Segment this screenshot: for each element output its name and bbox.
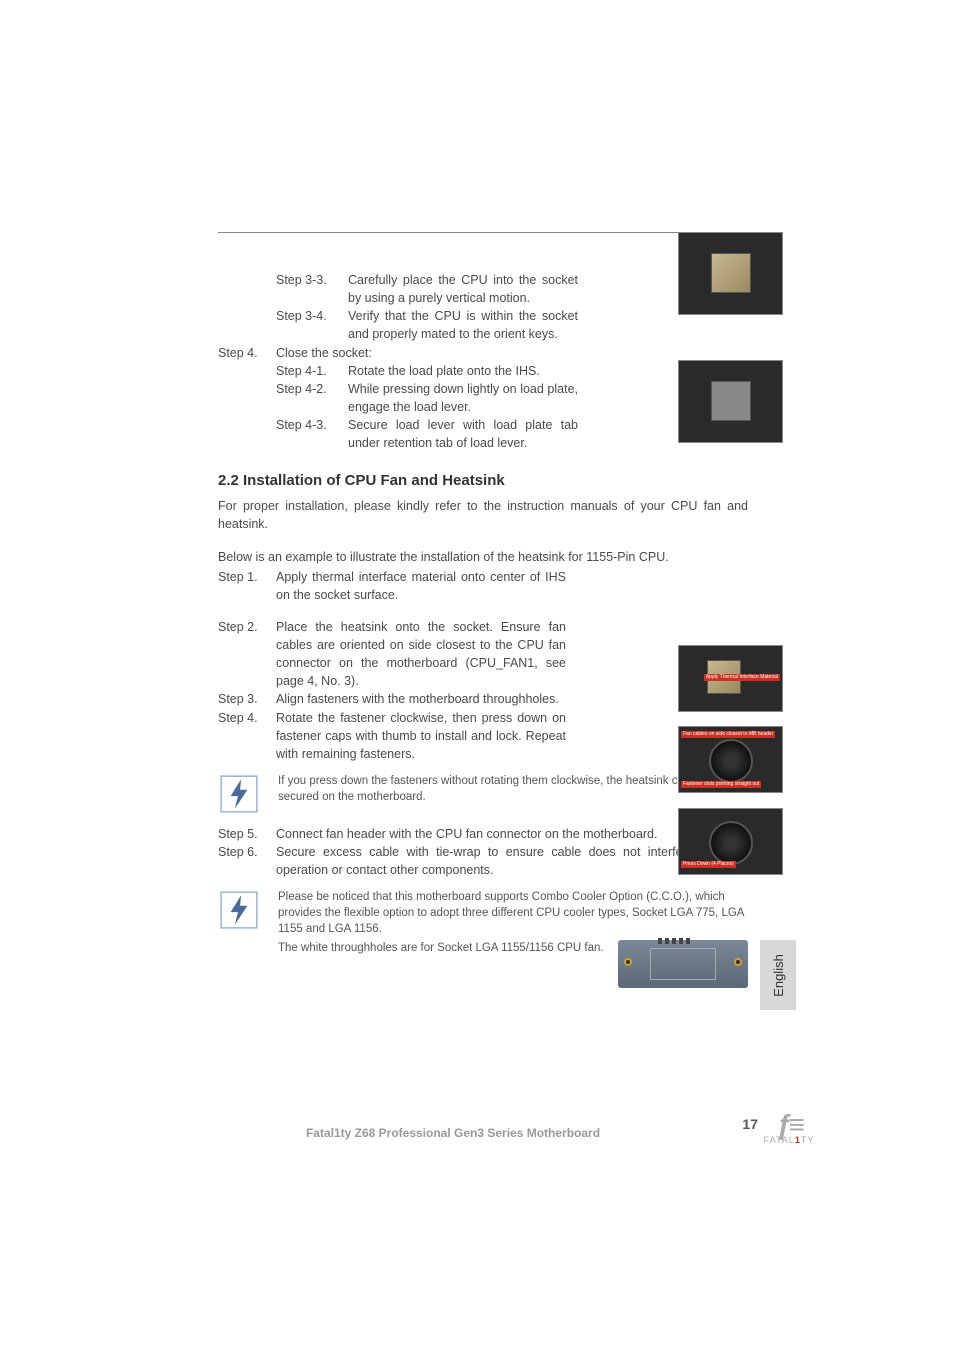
lightning-icon (218, 773, 260, 815)
step-label: Step 4. (218, 344, 276, 362)
step-label: Step 6. (218, 843, 276, 879)
brand-text: FATAL1TY (764, 1135, 815, 1145)
heat-step-3: Step 3. Align fasteners with the motherb… (218, 690, 748, 708)
fastener-image: Press Down (4 Places) (678, 808, 783, 875)
thermal-image: Apply Thermal Interface Material (678, 645, 783, 712)
top-rule (218, 232, 748, 233)
section-intro: For proper installation, please kindly r… (218, 497, 748, 533)
cco-diagram (618, 940, 748, 988)
step-label: Step 3-3. (276, 271, 348, 307)
heat-step-2: Step 2. Place the heatsink onto the sock… (218, 618, 748, 691)
heat-step-5: Step 5. Connect fan header with the CPU … (218, 825, 748, 843)
step-4-1: Step 4-1. Rotate the load plate onto the… (218, 362, 748, 380)
step-text: Secure load lever with load plate tab un… (348, 416, 578, 452)
section-below: Below is an example to illustrate the in… (218, 548, 748, 566)
step-4: Step 4. Close the socket: (218, 344, 748, 362)
heat-step-4: Step 4. Rotate the fastener clockwise, t… (218, 709, 748, 763)
step-text: Rotate the load plate onto the IHS. (348, 362, 578, 380)
cpu-place-image (678, 232, 783, 315)
img-label: Fan cables on side closest to MB header (681, 731, 775, 738)
cpu-close-image (678, 360, 783, 443)
section-title: 2.2 Installation of CPU Fan and Heatsink (218, 472, 748, 489)
heat-step-6: Step 6. Secure excess cable with tie-wra… (218, 843, 748, 879)
step-text: Align fasteners with the motherboard thr… (276, 690, 566, 708)
step-text: Carefully place the CPU into the socket … (348, 271, 578, 307)
step-text: Close the socket: (276, 344, 748, 362)
heat-step-1: Step 1. Apply thermal interface material… (218, 568, 748, 604)
step-label: Step 5. (218, 825, 276, 843)
img-label: Apply Thermal Interface Material (704, 674, 780, 681)
step-label: Step 4-1. (276, 362, 348, 380)
step-3-4: Step 3-4. Verify that the CPU is within … (218, 307, 748, 343)
step-4-3: Step 4-3. Secure load lever with load pl… (218, 416, 748, 452)
step-text: Verify that the CPU is within the socket… (348, 307, 578, 343)
note-block-1: If you press down the fasteners without … (218, 773, 748, 815)
step-text: Place the heatsink onto the socket. Ensu… (276, 618, 566, 691)
step-text: Rotate the fastener clockwise, then pres… (276, 709, 566, 763)
note-block-2: Please be noticed that this motherboard … (218, 889, 748, 987)
step-label: Step 4-2. (276, 380, 348, 416)
note-text: The white throughholes are for Socket LG… (278, 940, 608, 956)
step-label: Step 2. (218, 618, 276, 691)
step-label: Step 1. (218, 568, 276, 604)
img-label: Press Down (4 Places) (681, 861, 736, 868)
lightning-icon (218, 889, 260, 931)
step-label: Step 3-4. (276, 307, 348, 343)
footer-title: Fatal1ty Z68 Professional Gen3 Series Mo… (218, 1126, 688, 1140)
step-text: While pressing down lightly on load plat… (348, 380, 578, 416)
img-label: Fastener slots pointing straight out (681, 781, 761, 788)
note-text: Please be noticed that this motherboard … (278, 889, 748, 937)
step-label: Step 4. (218, 709, 276, 763)
fan-place-image: Fan cables on side closest to MB header … (678, 726, 783, 793)
step-4-2: Step 4-2. While pressing down lightly on… (218, 380, 748, 416)
step-label: Step 4-3. (276, 416, 348, 452)
step-label: Step 3. (218, 690, 276, 708)
step-text: Apply thermal interface material onto ce… (276, 568, 566, 604)
language-tab: English (760, 940, 796, 1010)
brand-logo: ƒ≡ FATAL1TY (754, 1115, 824, 1155)
step-3-3: Step 3-3. Carefully place the CPU into t… (218, 271, 748, 307)
brand-f-icon: ƒ≡ (776, 1115, 802, 1135)
language-label: English (771, 954, 786, 997)
